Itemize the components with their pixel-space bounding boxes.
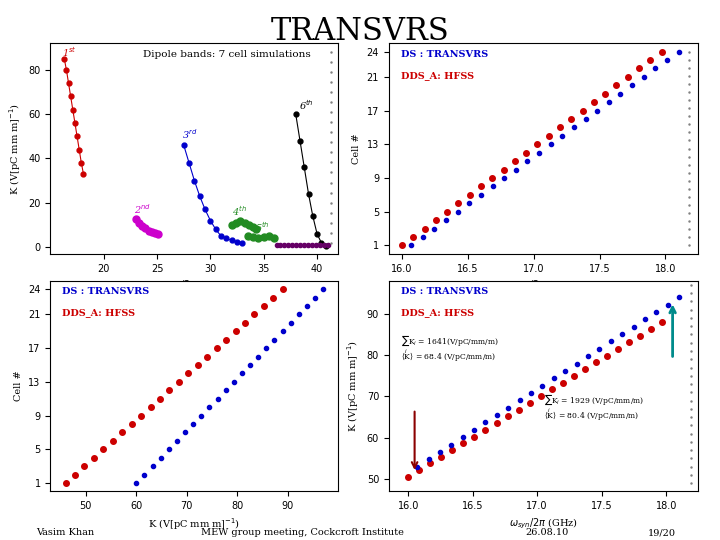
Text: 19/20: 19/20 xyxy=(648,528,676,537)
Text: 3$^{rd}$: 3$^{rd}$ xyxy=(181,127,197,140)
Y-axis label: Cell #: Cell # xyxy=(352,133,361,164)
Text: 4$^{th}$: 4$^{th}$ xyxy=(232,204,246,218)
X-axis label: $\omega_{syn}/2\pi$ (GHz): $\omega_{syn}/2\pi$ (GHz) xyxy=(160,279,229,293)
Text: Dipole bands: 7 cell simulations: Dipole bands: 7 cell simulations xyxy=(143,50,310,58)
Y-axis label: Cell #: Cell # xyxy=(14,371,23,401)
X-axis label: $\omega_{syn}/2\pi$ (GHz): $\omega_{syn}/2\pi$ (GHz) xyxy=(509,517,578,531)
Text: 5$^{th}$: 5$^{th}$ xyxy=(255,220,270,234)
Text: DS : TRANSVRS: DS : TRANSVRS xyxy=(401,287,488,296)
Text: DS : TRANSVRS: DS : TRANSVRS xyxy=(401,50,488,58)
Text: 6$^{th}$: 6$^{th}$ xyxy=(299,98,314,112)
Text: DDS_A: HFSS: DDS_A: HFSS xyxy=(62,308,135,317)
X-axis label: $\omega_{syn}/2\pi$ (GHz): $\omega_{syn}/2\pi$ (GHz) xyxy=(509,279,578,293)
Text: DDS_A: HFSS: DDS_A: HFSS xyxy=(401,308,474,317)
Text: 1$^{st}$: 1$^{st}$ xyxy=(62,45,76,58)
Text: Vasim Khan: Vasim Khan xyxy=(36,528,94,537)
Text: $\langle$K$\rangle$ = 80.4 (V/pC/mm/m): $\langle$K$\rangle$ = 80.4 (V/pC/mm/m) xyxy=(544,409,639,422)
Text: DS : TRANSVRS: DS : TRANSVRS xyxy=(62,287,149,296)
Text: $\langle$K$\rangle$ = 68.4 (V/pC/mm/m): $\langle$K$\rangle$ = 68.4 (V/pC/mm/m) xyxy=(401,350,497,363)
Y-axis label: K (V[pC mm m]$^{-1}$): K (V[pC mm m]$^{-1}$) xyxy=(7,103,23,194)
Text: DDS_A: HFSS: DDS_A: HFSS xyxy=(401,71,474,79)
X-axis label: K (V[pC mm m]$^{-1}$): K (V[pC mm m]$^{-1}$) xyxy=(148,517,240,532)
Y-axis label: K (V[pC mm m]$^{-1}$): K (V[pC mm m]$^{-1}$) xyxy=(346,340,361,432)
Text: TRANSVRS: TRANSVRS xyxy=(271,16,449,47)
Text: 26.08.10: 26.08.10 xyxy=(526,528,569,537)
Text: $\sum_i$K$_i$ = 1641(V/pC/mm/m): $\sum_i$K$_i$ = 1641(V/pC/mm/m) xyxy=(401,333,500,356)
Text: MEW group meeting, Cockcroft Institute: MEW group meeting, Cockcroft Institute xyxy=(201,528,404,537)
Text: $\sum_i$K$_i$ = 1929 (V/pC/mm/m): $\sum_i$K$_i$ = 1929 (V/pC/mm/m) xyxy=(544,393,644,415)
Text: 2$^{nd}$: 2$^{nd}$ xyxy=(134,202,150,216)
